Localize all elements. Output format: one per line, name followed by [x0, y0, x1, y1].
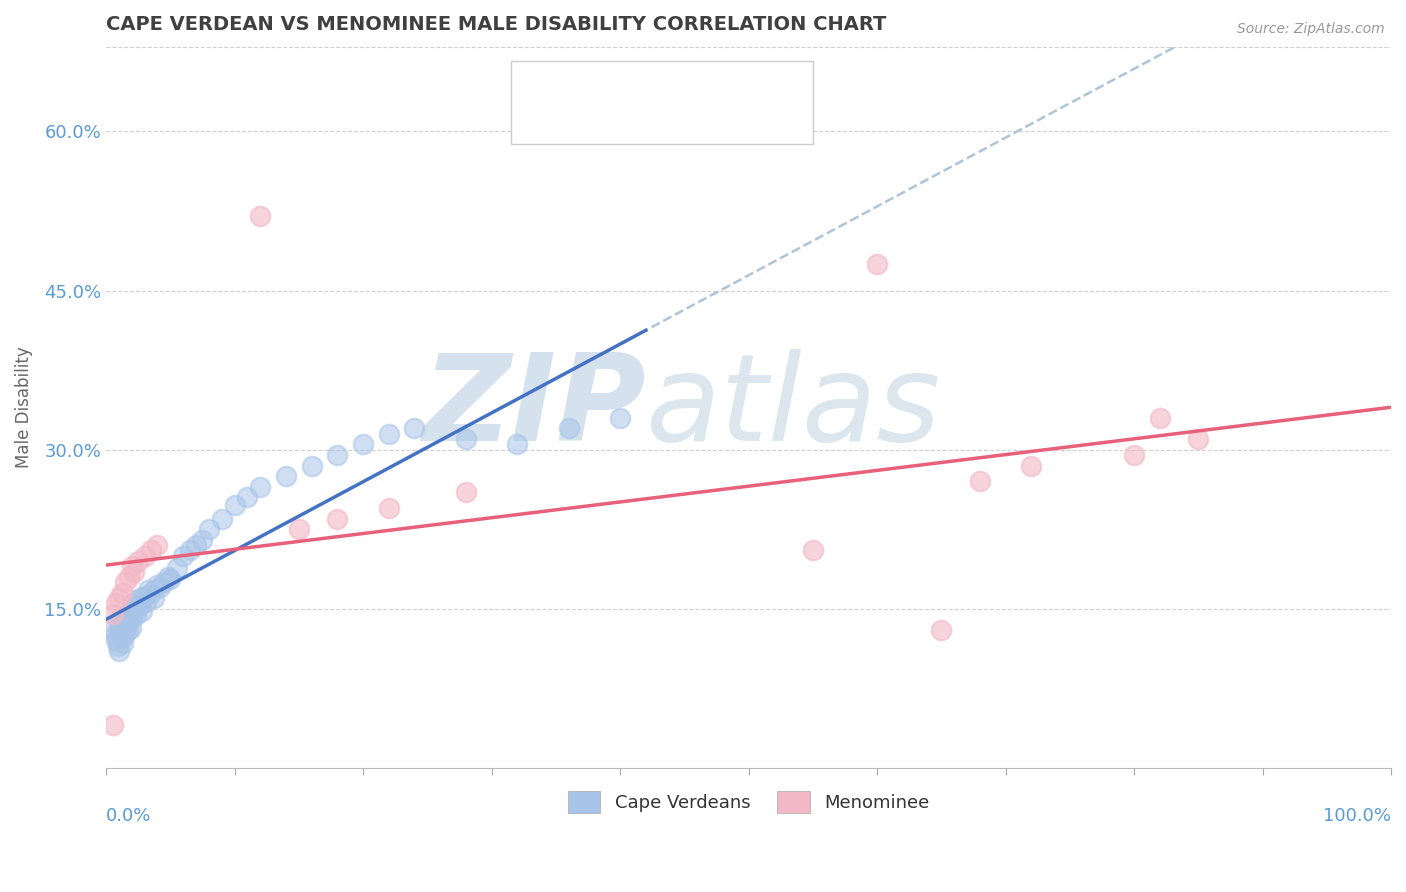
Point [557, 421, 579, 435]
Point [131, 604, 153, 618]
Point [211, 511, 233, 525]
Point [326, 511, 349, 525]
Point [274, 469, 297, 483]
Point [224, 498, 246, 512]
Point [404, 421, 426, 435]
Point [149, 581, 172, 595]
Point [184, 538, 207, 552]
Point [134, 589, 156, 603]
Point [108, 617, 131, 632]
Point [104, 628, 127, 642]
Point [120, 621, 142, 635]
Point [352, 437, 374, 451]
Point [101, 718, 124, 732]
Point [124, 565, 146, 579]
Point [127, 554, 149, 568]
Text: atlas: atlas [645, 349, 941, 466]
Point [866, 257, 889, 271]
Point [1149, 410, 1171, 425]
Point [124, 607, 146, 622]
Point [198, 522, 221, 536]
Point [142, 591, 165, 605]
Point [121, 604, 143, 618]
Point [159, 572, 181, 586]
Point [249, 480, 271, 494]
Point [134, 549, 156, 563]
Point [117, 623, 139, 637]
Point [506, 437, 529, 451]
Point [118, 607, 141, 621]
Point [801, 543, 824, 558]
Point [378, 426, 401, 441]
Point [454, 485, 477, 500]
Point [1187, 432, 1209, 446]
Point [122, 596, 145, 610]
Point [301, 458, 323, 473]
Point [118, 570, 141, 584]
Point [114, 575, 136, 590]
Point [128, 591, 150, 605]
Point [138, 582, 160, 597]
Point [236, 491, 259, 505]
Point [146, 538, 169, 552]
Text: ZIP: ZIP [422, 349, 645, 466]
Point [110, 586, 132, 600]
Point [105, 596, 128, 610]
Y-axis label: Male Disability: Male Disability [15, 346, 32, 468]
Point [115, 616, 138, 631]
Point [110, 632, 132, 646]
Point [146, 578, 169, 592]
Point [101, 607, 124, 621]
Point [288, 522, 311, 536]
Point [111, 612, 134, 626]
Point [191, 533, 214, 547]
Point [124, 601, 146, 615]
Point [249, 210, 271, 224]
Point [101, 623, 124, 637]
Point [454, 432, 477, 446]
Point [929, 623, 952, 637]
Point [166, 561, 188, 575]
Point [112, 621, 135, 635]
Point [135, 595, 157, 609]
Text: CAPE VERDEAN VS MENOMINEE MALE DISABILITY CORRELATION CHART: CAPE VERDEAN VS MENOMINEE MALE DISABILIT… [105, 15, 886, 34]
Point [1019, 458, 1042, 473]
Point [118, 615, 141, 629]
Point [139, 543, 162, 558]
Point [1123, 448, 1146, 462]
Point [108, 591, 131, 605]
Point [111, 635, 134, 649]
Point [378, 500, 401, 515]
Point [139, 586, 162, 600]
Point [121, 559, 143, 574]
Point [114, 610, 136, 624]
Point [156, 570, 179, 584]
Point [179, 543, 201, 558]
Point [108, 644, 131, 658]
Text: 0.0%: 0.0% [105, 807, 152, 825]
Point [172, 549, 194, 563]
Point [129, 598, 152, 612]
Legend: Cape Verdeans, Menominee: Cape Verdeans, Menominee [561, 783, 936, 820]
Point [609, 410, 631, 425]
Point [969, 475, 991, 489]
Text: 100.0%: 100.0% [1323, 807, 1391, 825]
Text: Source: ZipAtlas.com: Source: ZipAtlas.com [1237, 22, 1385, 37]
Point [114, 627, 136, 641]
Point [153, 575, 176, 590]
Point [121, 610, 143, 624]
Point [107, 639, 129, 653]
Point [110, 624, 132, 639]
Point [127, 599, 149, 614]
Point [125, 593, 148, 607]
Point [326, 448, 349, 462]
Point [105, 633, 128, 648]
